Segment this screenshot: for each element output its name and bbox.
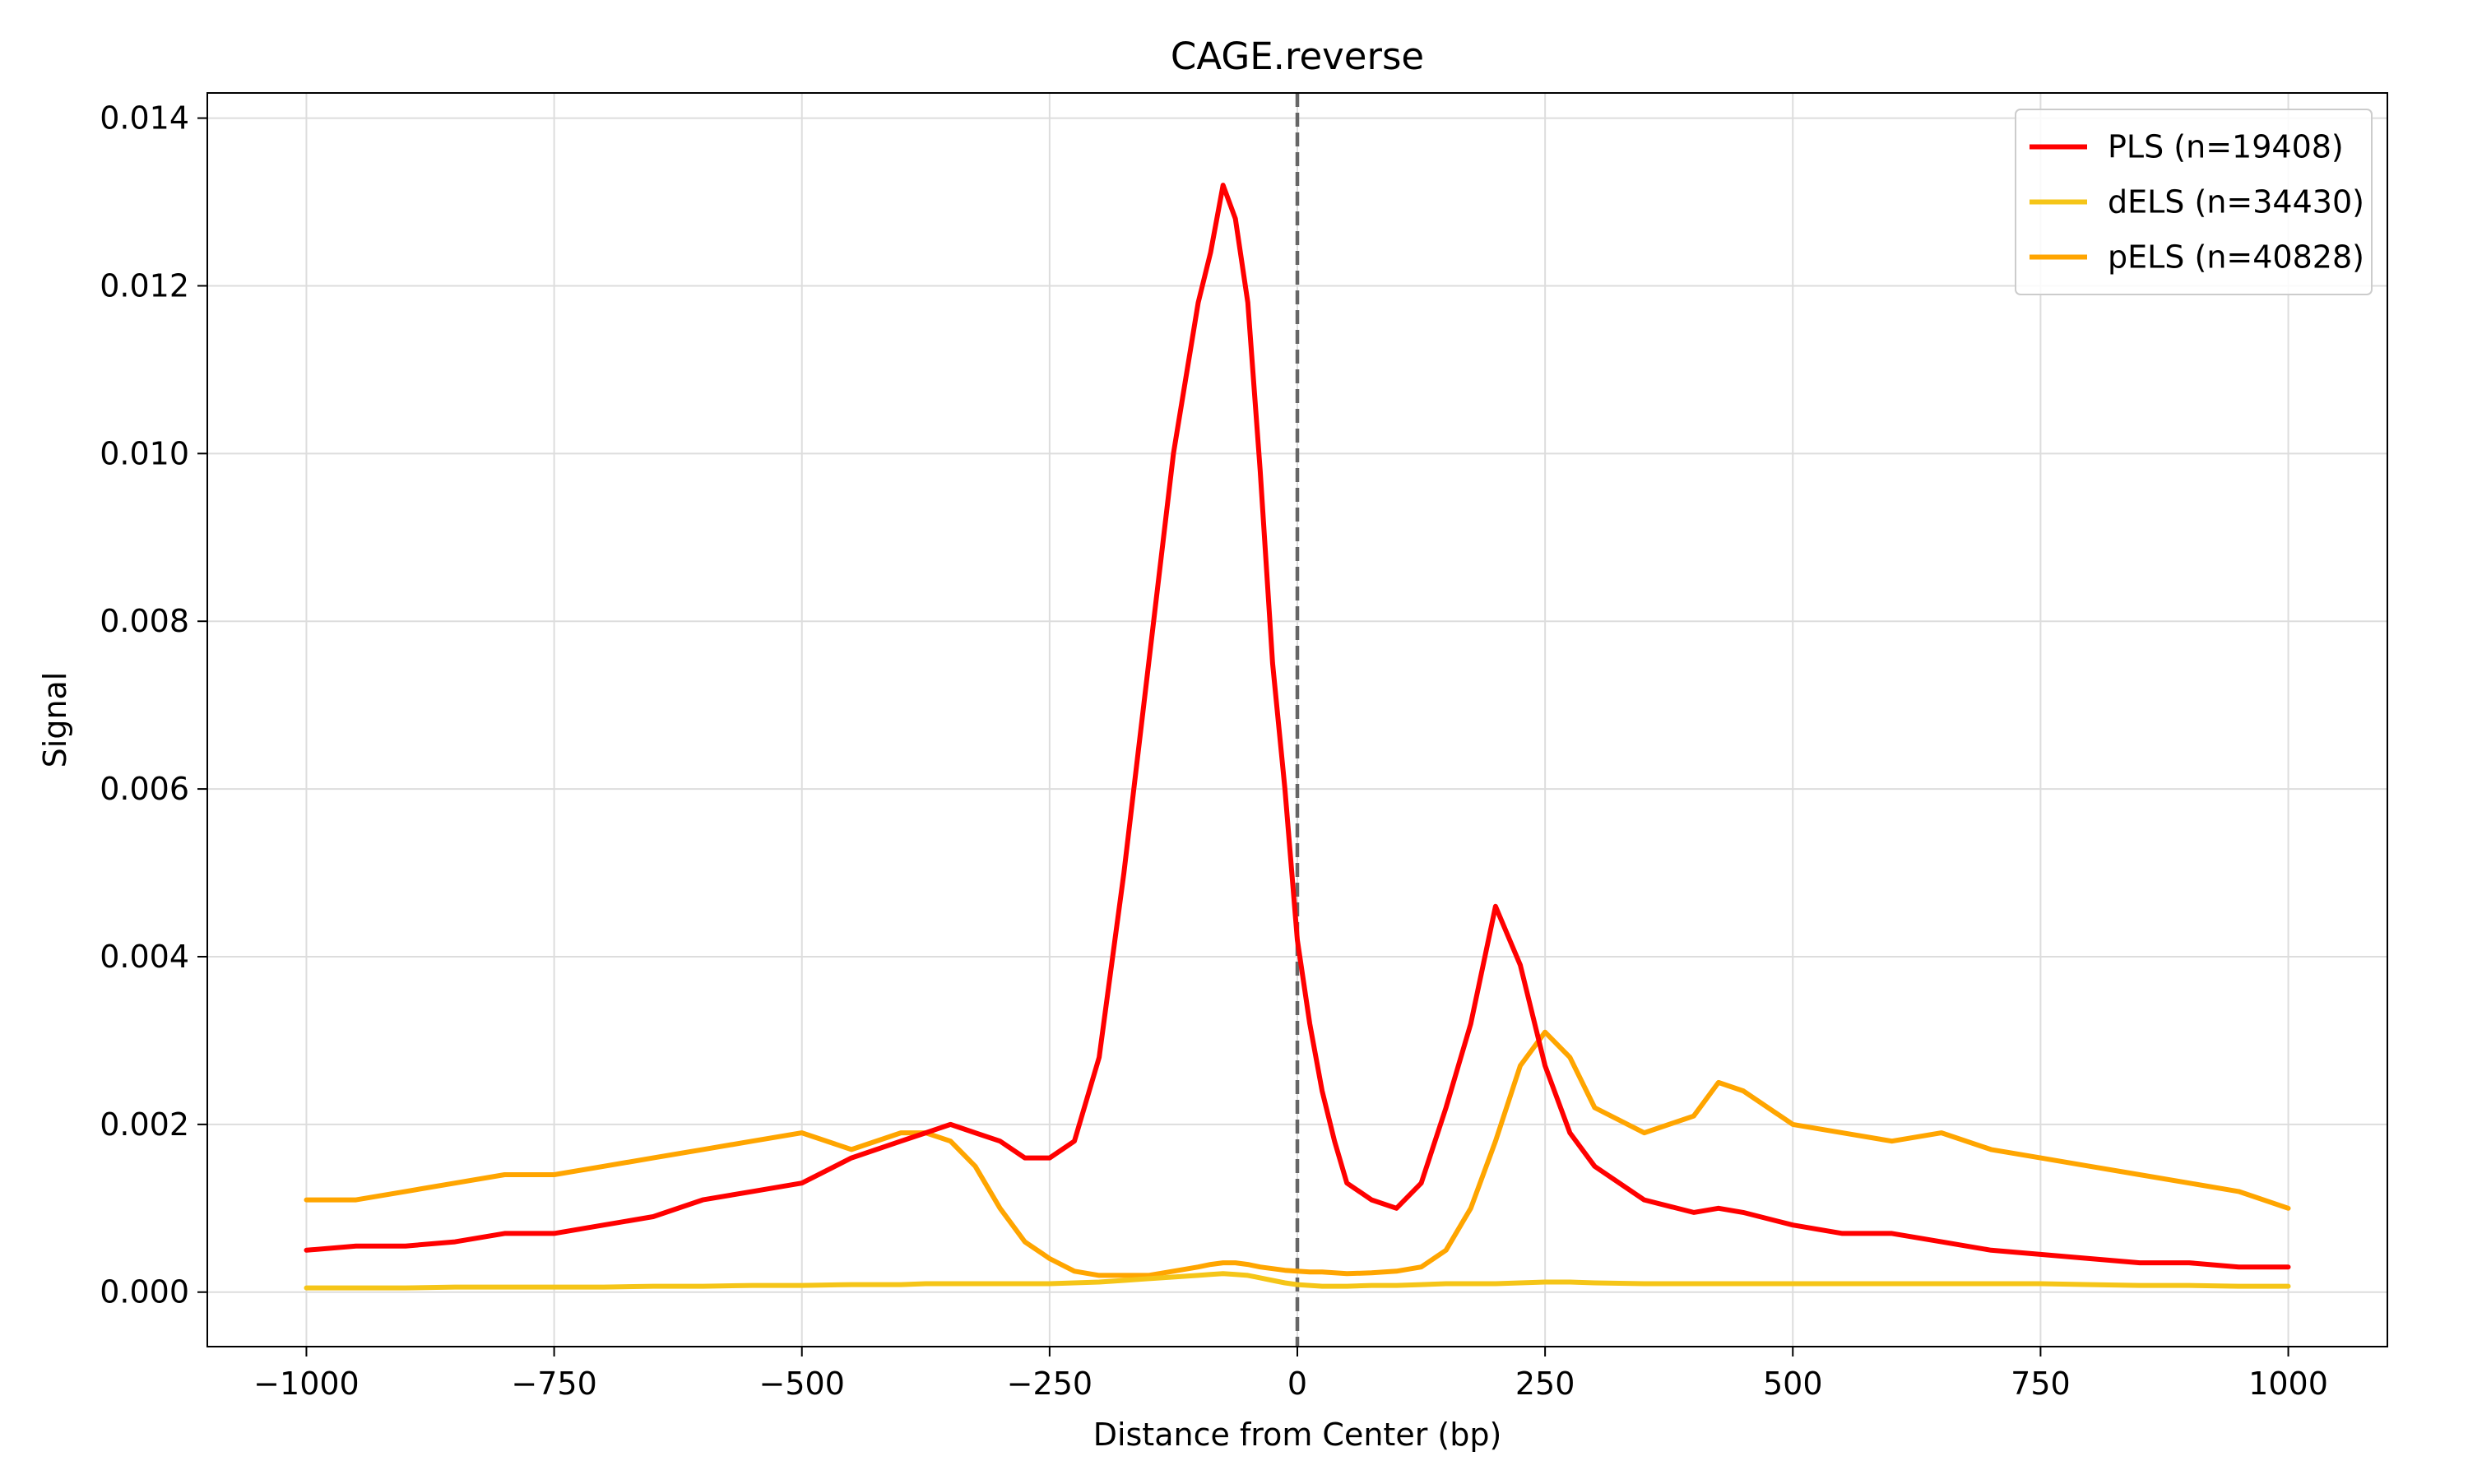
x-tick-label: 250 (1515, 1366, 1575, 1402)
series-line-pls (304, 183, 2291, 1270)
y-axis-ticks: 0.000 0.002 0.004 0.006 0.008 0.010 0.012 0.014 (100, 100, 207, 1310)
x-axis-label: Distance from Center (bp) (1093, 1417, 1502, 1453)
series-lines (304, 183, 2291, 1291)
y-tick-label: 0.004 (100, 939, 189, 975)
x-tick-label: −500 (759, 1366, 845, 1402)
x-tick-label: −750 (511, 1366, 596, 1402)
series-line-dels (304, 1271, 2291, 1291)
x-tick-label: −1000 (253, 1366, 360, 1402)
x-tick-label: 1000 (2248, 1366, 2328, 1402)
y-tick-label: 0.000 (100, 1274, 189, 1310)
chart-title: CAGE.reverse (1171, 35, 1424, 78)
x-tick-label: 500 (1763, 1366, 1823, 1402)
legend-label: pELS (n=40828) (2108, 239, 2364, 276)
legend-box (2015, 109, 2373, 295)
legend-label: dELS (n=34430) (2108, 184, 2364, 220)
series-line-pels (304, 1029, 2291, 1278)
y-tick-label: 0.008 (100, 603, 189, 639)
y-tick-label: 0.002 (100, 1106, 189, 1143)
legend-label: PLS (n=19408) (2108, 129, 2344, 165)
y-tick-label: 0.014 (100, 100, 189, 137)
x-tick-label: −250 (1007, 1366, 1093, 1402)
x-tick-label: 750 (2011, 1366, 2071, 1402)
legend: PLS (n=19408) dELS (n=34430) pELS (n=40828… (2015, 109, 2373, 295)
y-tick-label: 0.012 (100, 267, 189, 304)
x-tick-label: 0 (1287, 1366, 1307, 1402)
y-axis-label: Signal (37, 672, 73, 768)
y-tick-label: 0.006 (100, 771, 189, 807)
x-axis-ticks: −1000 −750 −500 −250 0 250 500 750 1000 (253, 1347, 2328, 1402)
y-tick-label: 0.010 (100, 435, 189, 471)
